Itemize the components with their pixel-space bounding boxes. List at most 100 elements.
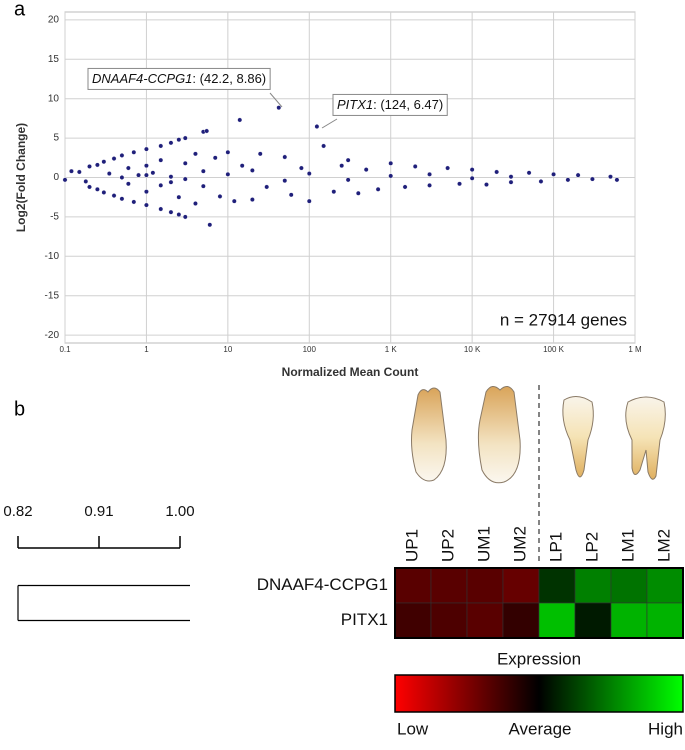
x-tick-label: 1 M xyxy=(628,345,642,354)
annotation: PITX1: (124, 6.47) xyxy=(337,97,443,112)
heatmap-cell xyxy=(430,602,468,639)
tooth-lp xyxy=(562,396,594,478)
data-point xyxy=(182,160,188,166)
data-point xyxy=(144,189,149,195)
data-point xyxy=(182,176,188,182)
data-point xyxy=(565,177,571,183)
colorbar xyxy=(394,674,684,713)
data-point xyxy=(225,149,231,155)
data-point xyxy=(144,172,149,178)
data-point xyxy=(402,184,408,190)
y-tick-label: 20 xyxy=(48,15,60,26)
y-tick-label: 15 xyxy=(48,54,60,65)
data-point xyxy=(87,184,92,190)
y-tick-label: -20 xyxy=(45,330,60,341)
data-point xyxy=(168,140,174,146)
column-label: UP1 xyxy=(402,529,421,562)
x-tick-label: 10 xyxy=(223,345,232,354)
data-point xyxy=(412,164,418,169)
annotation-box xyxy=(87,67,271,90)
column-label: LP2 xyxy=(582,532,601,562)
data-point xyxy=(225,171,231,177)
tooth-images xyxy=(411,386,666,484)
annotation-leader xyxy=(321,118,338,129)
data-point xyxy=(363,167,369,173)
data-point xyxy=(427,171,432,177)
tooth-lm xyxy=(625,396,666,480)
data-point xyxy=(119,153,125,158)
data-point xyxy=(168,209,174,215)
colorbar-label: Low xyxy=(397,719,429,738)
data-point xyxy=(83,179,89,184)
y-axis-label: Log2(Fold Change) xyxy=(14,123,28,232)
x-tick-label: 0.1 xyxy=(59,345,71,354)
scale-tick-label: 0.82 xyxy=(3,503,32,520)
column-label: UM2 xyxy=(510,526,529,562)
data-point xyxy=(538,179,544,184)
column-label: LP1 xyxy=(546,532,565,562)
data-point xyxy=(176,212,182,217)
data-point xyxy=(339,163,345,169)
annotation: DNAAF4-CCPG1: (42.2, 8.86) xyxy=(92,71,266,86)
data-point xyxy=(212,155,218,161)
data-point xyxy=(249,168,255,173)
data-point xyxy=(136,172,141,178)
data-point xyxy=(168,179,174,185)
column-label: UP2 xyxy=(438,529,457,562)
data-point xyxy=(101,190,107,195)
heatmap-cell xyxy=(394,602,432,639)
data-point xyxy=(193,151,198,157)
data-point xyxy=(144,163,149,169)
data-point xyxy=(69,168,74,174)
data-point xyxy=(526,170,532,176)
annotation-box xyxy=(332,93,448,116)
data-point xyxy=(427,182,432,188)
tooth-up xyxy=(411,387,447,482)
annotation-gene: DNAAF4-CCPG1 xyxy=(92,71,192,86)
data-point xyxy=(331,189,337,195)
data-point xyxy=(457,181,462,187)
panel-label: a xyxy=(14,0,26,20)
data-point xyxy=(125,181,131,187)
data-point xyxy=(182,135,188,141)
y-tick-label: -15 xyxy=(45,290,60,301)
data-point xyxy=(508,179,514,185)
heatmap-cell xyxy=(610,602,648,639)
data-point xyxy=(321,143,327,149)
colorbar-label: High xyxy=(648,719,683,738)
data-point xyxy=(314,124,320,129)
data-point xyxy=(158,182,164,188)
colorbar-label: Average xyxy=(508,719,571,738)
data-point xyxy=(306,198,312,204)
data-point xyxy=(158,157,164,163)
data-point xyxy=(306,171,312,176)
scale-tick-label: 1.00 xyxy=(165,503,194,520)
data-point xyxy=(158,143,164,149)
data-point xyxy=(144,202,149,208)
heatmap-cell xyxy=(502,602,540,639)
data-point xyxy=(87,164,92,169)
x-tick-label: 1 K xyxy=(385,345,398,354)
data-point xyxy=(111,193,117,199)
data-point xyxy=(345,157,351,163)
data-point xyxy=(207,222,213,228)
heatmap-cell xyxy=(538,567,576,604)
y-tick-label: 0 xyxy=(53,172,59,183)
row-label: DNAAF4-CCPG1 xyxy=(257,575,388,594)
heatmap-cell xyxy=(466,602,504,639)
data-point xyxy=(131,199,137,205)
data-point xyxy=(106,171,112,176)
data-point xyxy=(388,160,394,166)
data-point xyxy=(257,151,263,157)
panel-label: b xyxy=(14,398,25,420)
data-point xyxy=(469,167,475,173)
data-point xyxy=(298,165,304,171)
annotation-gene: PITX1 xyxy=(337,97,373,112)
heatmap-cell xyxy=(646,567,684,604)
data-point xyxy=(249,197,255,202)
x-axis-label: Normalized Mean Count xyxy=(282,365,419,379)
data-point xyxy=(282,178,288,184)
data-point xyxy=(176,194,182,200)
data-point xyxy=(237,117,243,123)
